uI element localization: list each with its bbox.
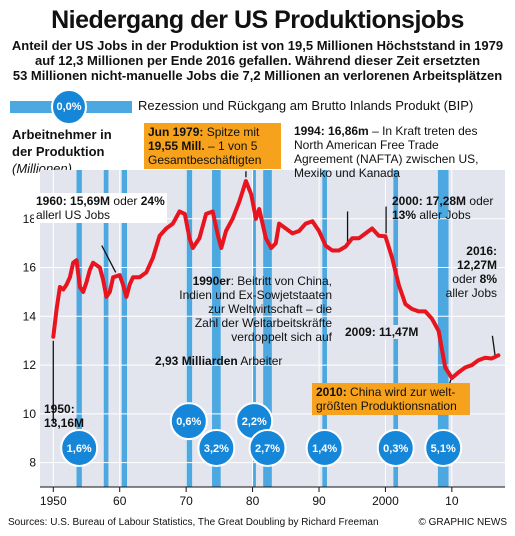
recession-gdp-circle bbox=[305, 428, 344, 467]
recession-gdp-label: 5,1% bbox=[431, 443, 456, 455]
recession-gdp-label: 2,7% bbox=[255, 443, 280, 455]
x-tick-label: 1950 bbox=[40, 494, 67, 508]
chart-title: Niedergang der US Produktionsjobs bbox=[51, 6, 464, 34]
recession-band bbox=[121, 170, 128, 487]
subtitle-line-1: Anteil der US Jobs in der Produktion ist… bbox=[11, 38, 504, 53]
legend-recession-circle: 0,0% bbox=[51, 89, 87, 125]
recession-gdp-circle bbox=[169, 402, 208, 441]
recession-gdp-circle bbox=[376, 428, 415, 467]
y-tick-label: 16 bbox=[23, 261, 37, 275]
y-axis-title: Arbeitnehmer in der Produktion (Millione… bbox=[12, 126, 112, 177]
x-tick-label: 60 bbox=[113, 494, 127, 508]
annotation-1994-nafta: 1994: 16,86m – In Kraft treten des North… bbox=[294, 124, 479, 180]
recession-gdp-label: 0,3% bbox=[383, 443, 408, 455]
x-tick-label: 70 bbox=[179, 494, 193, 508]
recession-gdp-label: 1,4% bbox=[312, 443, 337, 455]
recession-band bbox=[185, 170, 193, 487]
brand-credit: © GRAPHIC NEWS bbox=[418, 517, 508, 528]
legend-text: Rezession und Rückgang am Brutto Inlands… bbox=[138, 98, 474, 113]
legend: 0,0% Rezession und Rückgang am Brutto In… bbox=[10, 89, 510, 125]
recession-band bbox=[322, 170, 327, 487]
recession-band bbox=[212, 170, 221, 487]
y-tick-label: 18 bbox=[23, 212, 37, 226]
recession-band bbox=[263, 170, 272, 487]
y-tick-label: 12 bbox=[23, 358, 37, 372]
subtitle-line-2: auf 12,3 Millionen per Ende 2016 gefalle… bbox=[34, 53, 481, 68]
recession-band bbox=[76, 170, 82, 487]
annotation-2016: 2016: 12,27M oder 8% aller Jobs bbox=[445, 244, 497, 300]
series-line-manufacturing-jobs bbox=[51, 179, 501, 380]
y-tick-label: 14 bbox=[23, 309, 37, 323]
annotation-1990s: 1990er: Beitritt von China, Indien und E… bbox=[179, 274, 332, 344]
recession-band bbox=[103, 170, 109, 487]
recession-gdp-circle bbox=[424, 428, 463, 467]
annotation-1979-peak: Jun 1979: Spitze mit 19,55 Mill. – 1 von… bbox=[144, 123, 281, 169]
x-tick-label: 80 bbox=[246, 494, 260, 508]
annotation-1960: 1960: 15,69M oder 24% allerl US Jobs bbox=[34, 193, 167, 223]
annotation-leader bbox=[101, 245, 117, 273]
y-tick-label: 8 bbox=[29, 456, 36, 470]
y-tick-label: 10 bbox=[23, 407, 37, 421]
y-title-line-2: der Produktion bbox=[12, 144, 105, 159]
recession-gdp-label: 3,2% bbox=[204, 443, 229, 455]
x-tick-label: 90 bbox=[312, 494, 326, 508]
x-tick-label: 10 bbox=[445, 494, 459, 508]
recession-gdp-label: 0,6% bbox=[176, 416, 201, 428]
recession-band bbox=[252, 170, 256, 487]
annotation-2010-china: 2010: China wird zur welt- größten Produ… bbox=[312, 383, 470, 415]
recession-gdp-label: 2,2% bbox=[242, 416, 267, 428]
recession-gdp-circle bbox=[248, 428, 287, 467]
recession-gdp-circle bbox=[60, 428, 99, 467]
recession-band bbox=[437, 170, 449, 487]
annotation-2009: 2009: 11,47M bbox=[343, 325, 421, 339]
recession-gdp-circle bbox=[197, 428, 236, 467]
recession-gdp-label: 1,6% bbox=[67, 443, 92, 455]
annotation-2000: 2000: 17,28M oder 13% aller Jobs bbox=[392, 194, 494, 222]
source-note: Sources: U.S. Bureau of Labour Statistic… bbox=[8, 517, 379, 528]
x-tick-label: 2000 bbox=[372, 494, 399, 508]
annotation-leader bbox=[491, 335, 496, 356]
y-title-line-1: Arbeitnehmer in bbox=[12, 127, 112, 142]
annotation-1990s-total: 2,93 Milliarden Arbeiter bbox=[155, 354, 283, 368]
subtitle-line-3: 53 Millionen nicht-manuelle Jobs die 7,2… bbox=[12, 68, 503, 83]
chart-subtitle: Anteil der US Jobs in der Produktion ist… bbox=[0, 38, 515, 83]
annotation-1950: 1950: 13,16M bbox=[44, 402, 85, 430]
